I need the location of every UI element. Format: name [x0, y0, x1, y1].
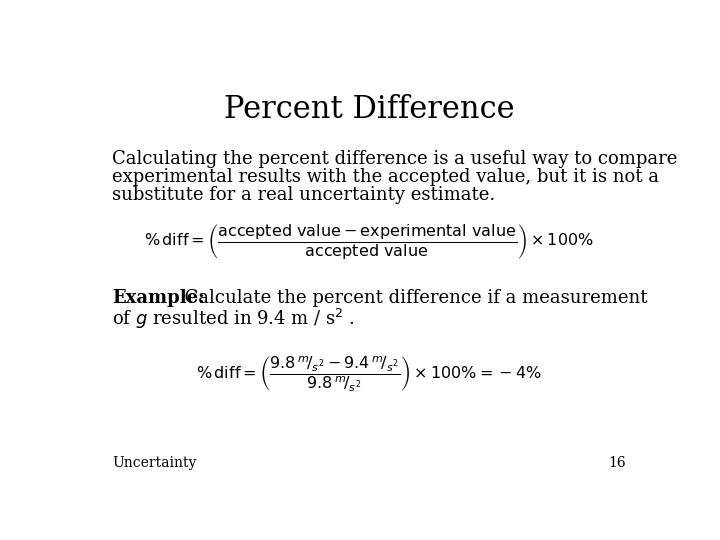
Text: Calculate the percent difference if a measurement: Calculate the percent difference if a me…	[173, 289, 647, 307]
Text: substitute for a real uncertainty estimate.: substitute for a real uncertainty estima…	[112, 186, 495, 204]
Text: Calculating the percent difference is a useful way to compare: Calculating the percent difference is a …	[112, 150, 678, 168]
Text: 16: 16	[608, 456, 626, 470]
Text: Example:: Example:	[112, 289, 205, 307]
Text: of $g$ resulted in 9.4 m / s$^2$ .: of $g$ resulted in 9.4 m / s$^2$ .	[112, 307, 356, 332]
Text: experimental results with the accepted value, but it is not a: experimental results with the accepted v…	[112, 168, 660, 186]
Text: $\%\,\mathrm{diff} = \left(\dfrac{9.8\,{}^{m}\!/_{s^2} - 9.4\,{}^{m}\!/_{s^2}}{9: $\%\,\mathrm{diff} = \left(\dfrac{9.8\,{…	[196, 355, 542, 394]
Text: Percent Difference: Percent Difference	[224, 94, 514, 125]
Text: Uncertainty: Uncertainty	[112, 456, 197, 470]
Text: $\%\,\mathrm{diff} = \left(\dfrac{\mathrm{accepted\ value - experimental\ value}: $\%\,\mathrm{diff} = \left(\dfrac{\mathr…	[144, 222, 594, 261]
